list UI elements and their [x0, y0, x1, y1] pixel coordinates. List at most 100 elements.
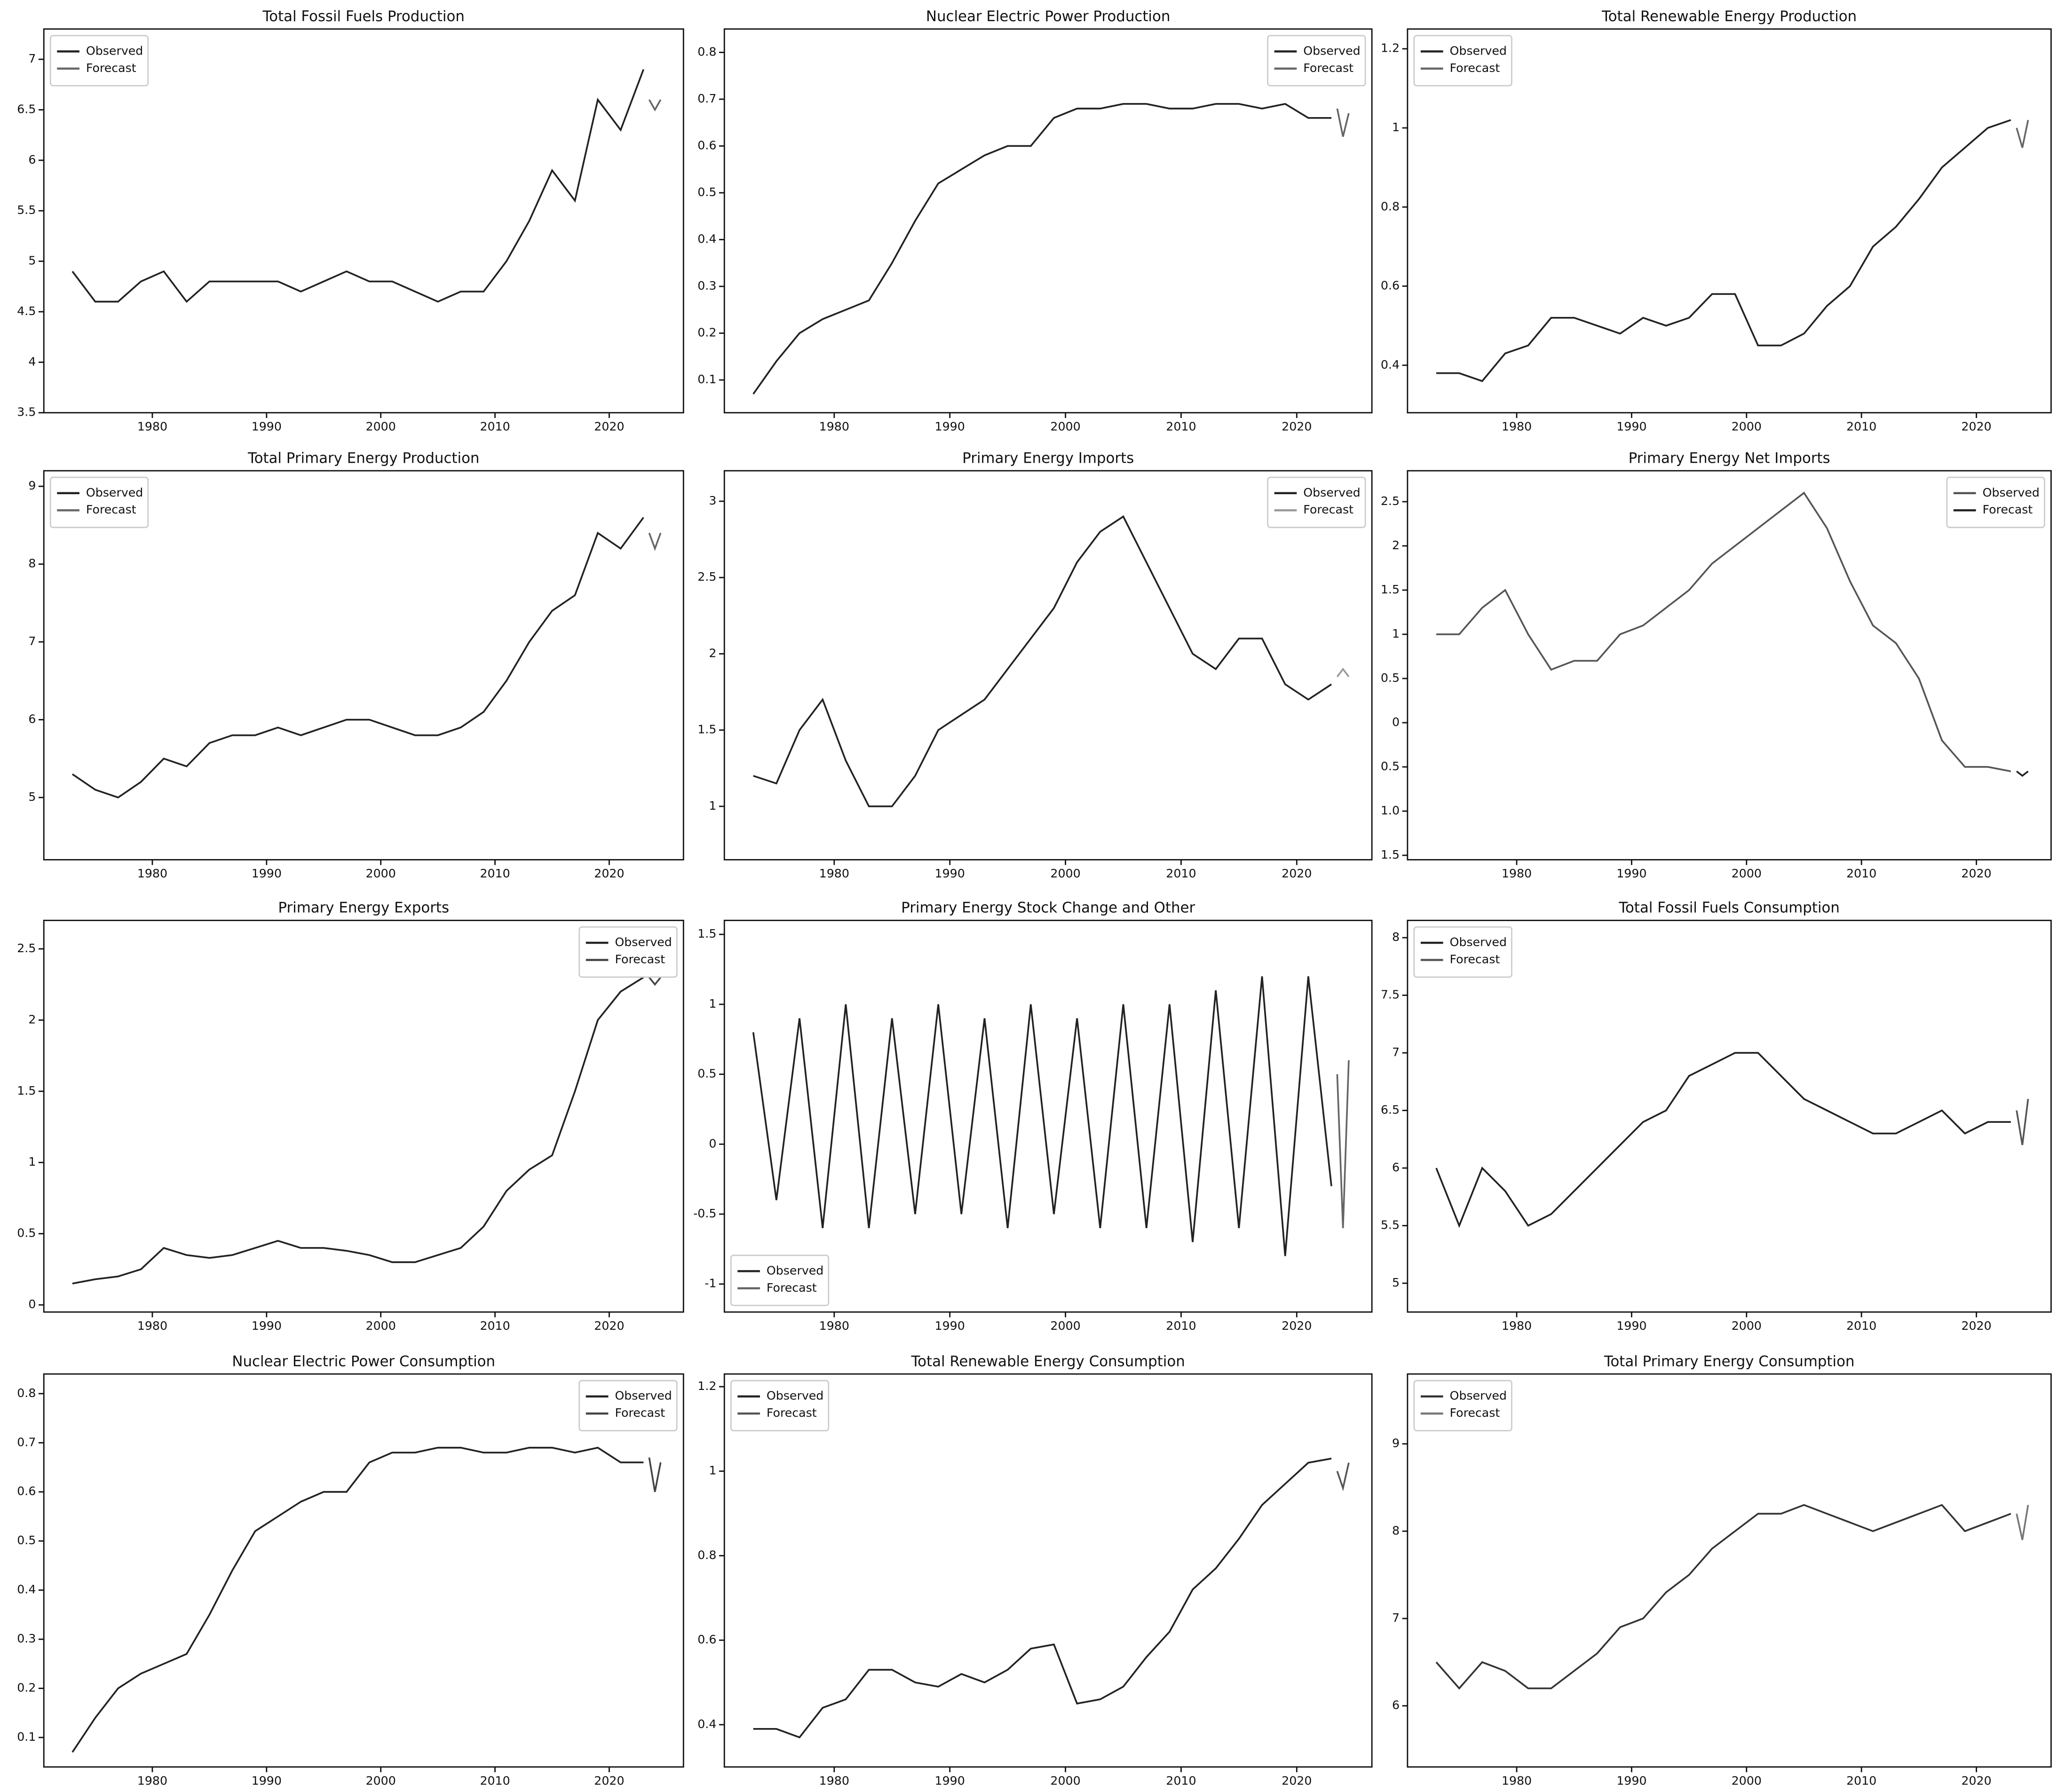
y-tick-label: -0.5: [693, 1207, 716, 1220]
series-line: [2016, 1505, 2029, 1540]
x-tick-label: 1990: [252, 1319, 282, 1333]
y-tick-label: 6: [28, 153, 36, 166]
x-tick-label: 2010: [1166, 420, 1196, 434]
y-tick-label: 0.4: [17, 1583, 36, 1596]
x-tick-label: 1990: [935, 420, 965, 434]
y-tick-label: 7: [1392, 1045, 1400, 1059]
x-tick-label: 1980: [137, 1774, 167, 1788]
legend-box: [730, 1255, 830, 1306]
y-tick-label: 0.7: [17, 1435, 36, 1449]
x-tick-label: 2000: [1732, 1319, 1762, 1333]
x-tick-label: 1990: [1616, 867, 1646, 880]
legend-box: [578, 1380, 678, 1432]
y-tick-label: 0.7: [697, 92, 716, 105]
legend-label: Forecast: [767, 1406, 817, 1420]
chart-title: Total Renewable Energy Production: [1601, 8, 1857, 25]
x-tick-label: 2020: [1961, 1319, 1991, 1333]
x-tick-label: 2010: [1846, 867, 1876, 880]
y-tick-label: 0.3: [17, 1632, 36, 1645]
x-tick-label: 1980: [819, 1774, 849, 1788]
series-line: [71, 1446, 644, 1753]
x-tick-label: 2000: [1732, 420, 1762, 434]
y-tick-label: 2: [28, 1012, 36, 1026]
x-tick-label: 1980: [1502, 1774, 1532, 1788]
x-tick-label: 2010: [480, 1319, 510, 1333]
series-line: [2016, 1098, 2029, 1145]
x-tick-label: 1980: [137, 1319, 167, 1333]
chart-title: Nuclear Electric Power Production: [926, 8, 1171, 25]
chart-title: Nuclear Electric Power Consumption: [232, 1353, 495, 1370]
y-tick-label: 0.1: [17, 1730, 36, 1744]
y-tick-label: 2.5: [17, 941, 36, 955]
y-tick-label: 0.5: [697, 185, 716, 199]
legend-label: Observed: [767, 1263, 823, 1277]
chart-title: Primary Energy Imports: [962, 450, 1134, 466]
plot-frame: [43, 1373, 684, 1768]
y-tick-label: 6.5: [1381, 1103, 1400, 1117]
x-tick-label: 2020: [594, 420, 624, 434]
series-line: [2016, 770, 2029, 777]
x-tick-label: 2010: [1846, 1319, 1876, 1333]
series-line: [1336, 1462, 1350, 1492]
chart-title: Primary Energy Stock Change and Other: [901, 900, 1195, 916]
y-tick-label: 0.4: [697, 232, 716, 246]
y-tick-label: 1: [709, 1464, 716, 1477]
y-tick-label: 1.2: [1381, 41, 1400, 55]
x-tick-label: 2020: [594, 1774, 624, 1788]
y-tick-label: 5.5: [1381, 1218, 1400, 1232]
series-line: [1435, 1504, 2011, 1690]
legend-label: Forecast: [1303, 503, 1354, 516]
x-tick-label: 1980: [137, 867, 167, 880]
legend-label: Forecast: [1303, 61, 1354, 75]
series-line: [648, 532, 662, 551]
legend-label: Observed: [1303, 486, 1360, 499]
legend-label: Observed: [615, 935, 672, 949]
legend-box: [1267, 35, 1366, 87]
legend-label: Forecast: [86, 503, 136, 516]
y-tick-label: 6: [1392, 1698, 1400, 1712]
x-tick-label: 2020: [594, 867, 624, 880]
legend-label: Forecast: [615, 1406, 665, 1420]
legend-box: [1413, 1380, 1512, 1432]
legend-box: [49, 35, 149, 87]
x-tick-label: 2010: [480, 420, 510, 434]
y-tick-label: 5: [28, 790, 36, 804]
y-tick-label: 1: [709, 799, 716, 813]
y-tick-label: 1.5: [697, 927, 716, 940]
y-tick-label: 8: [1392, 1524, 1400, 1537]
x-tick-label: 1990: [252, 1774, 282, 1788]
y-tick-label: 7: [28, 634, 36, 648]
y-tick-label: 6.5: [17, 102, 36, 116]
series-line: [753, 515, 1332, 807]
series-line: [1436, 119, 2011, 382]
series-line: [648, 99, 662, 112]
y-tick-label: 0.8: [1381, 199, 1400, 213]
x-tick-label: 1990: [1616, 420, 1646, 434]
y-tick-label: 2.5: [697, 570, 716, 584]
x-tick-label: 2000: [366, 867, 396, 880]
x-tick-label: 1980: [1502, 1319, 1532, 1333]
series-line: [1336, 108, 1350, 137]
legend-box: [49, 476, 149, 529]
y-tick-label: 8: [28, 557, 36, 570]
x-tick-label: 2000: [366, 1774, 396, 1788]
y-tick-label: 3: [709, 494, 716, 507]
y-tick-label: 0.2: [17, 1681, 36, 1695]
legend-label: Forecast: [1450, 61, 1500, 75]
x-tick-label: 1980: [1502, 420, 1532, 434]
y-tick-label: 5: [28, 254, 36, 268]
legend-box: [1946, 476, 2045, 529]
x-tick-label: 2000: [1050, 1319, 1080, 1333]
legend-label: Observed: [1450, 1389, 1507, 1403]
y-tick-label: 8: [1392, 930, 1400, 944]
y-tick-label: 9: [28, 479, 36, 492]
y-tick-label: 5: [1392, 1276, 1400, 1289]
x-tick-label: 1980: [819, 420, 849, 434]
legend-box: [1413, 35, 1512, 87]
legend-box: [1267, 476, 1366, 529]
legend-label: Forecast: [1450, 1406, 1500, 1420]
x-tick-label: 1980: [819, 1319, 849, 1333]
x-tick-label: 1990: [935, 1319, 965, 1333]
series-line: [1436, 491, 2011, 773]
legend-label: Forecast: [1450, 953, 1500, 966]
